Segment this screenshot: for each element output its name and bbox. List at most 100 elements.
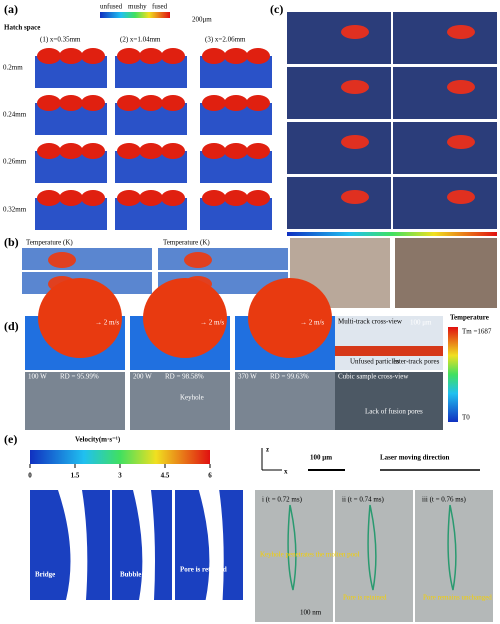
annotation: Unfused particles bbox=[350, 358, 399, 366]
tm-label: Tm =1687 bbox=[462, 328, 492, 336]
panel-label: (e) bbox=[4, 432, 17, 446]
melt-pool bbox=[38, 278, 122, 358]
melt-pool bbox=[224, 95, 248, 111]
tick-label: 4.5 bbox=[161, 472, 170, 480]
melt-pool bbox=[37, 48, 61, 64]
simulation-image bbox=[287, 12, 391, 64]
frame-label: i (t = 0.72 ms) bbox=[262, 496, 303, 504]
melt-pool bbox=[37, 190, 61, 206]
melt-pool bbox=[59, 143, 83, 159]
heat-zone bbox=[184, 252, 212, 268]
hatch-space: Hatch space bbox=[4, 24, 40, 32]
temperature-label: Temperature (K) bbox=[26, 239, 73, 247]
scale-bar: 100 μm bbox=[410, 319, 432, 327]
melt-pool bbox=[202, 143, 226, 159]
bridge: Bridge bbox=[35, 571, 55, 579]
micrograph bbox=[130, 372, 230, 430]
legend: unfused bbox=[100, 3, 123, 11]
annotation: Keyhole penetrates the molten pool bbox=[260, 551, 360, 559]
column-label: Forming powder layer 2 bbox=[415, 2, 483, 10]
melt-pool bbox=[117, 48, 141, 64]
melt-pool bbox=[447, 135, 475, 149]
micrograph bbox=[235, 372, 335, 430]
melt-pool bbox=[224, 143, 248, 159]
simulation-image bbox=[393, 177, 497, 229]
tick-label: 3 bbox=[118, 472, 122, 480]
keyhole bbox=[58, 490, 88, 600]
annotation: Inter-track pores bbox=[393, 358, 440, 366]
melt-pool bbox=[81, 48, 105, 64]
simulation-image bbox=[287, 177, 391, 229]
melt-pool bbox=[143, 278, 227, 358]
melt-pool bbox=[117, 190, 141, 206]
annotation: Pore is retained bbox=[343, 594, 387, 602]
power: 370 W bbox=[238, 373, 257, 381]
cubic: Cubic sample cross-view bbox=[338, 373, 409, 381]
melt-pool bbox=[447, 25, 475, 39]
column-label: (2) x=1.04mm bbox=[120, 36, 161, 44]
keyhole-outline bbox=[447, 504, 457, 591]
keyhole bbox=[198, 490, 224, 600]
xray-image bbox=[415, 490, 493, 622]
decor bbox=[22, 12, 497, 622]
speed: → 2 m/s bbox=[200, 319, 224, 327]
annotation: Pore remains unchanged bbox=[423, 594, 492, 602]
melt-pool bbox=[37, 143, 61, 159]
melt-pool bbox=[139, 48, 163, 64]
tick-label: 6 bbox=[208, 472, 212, 480]
tick-label: 0 bbox=[28, 472, 32, 480]
melt-pool bbox=[341, 190, 369, 204]
panel-label: (a) bbox=[4, 2, 18, 16]
multi-track: Multi-track cross-view bbox=[338, 318, 403, 326]
velocity-colorbar bbox=[30, 450, 210, 464]
density: RD = 98.58% bbox=[165, 373, 204, 381]
melt-pool bbox=[246, 95, 270, 111]
pore-retained: Pore is retained bbox=[180, 566, 227, 574]
melt-pool bbox=[202, 190, 226, 206]
frame-label: iii (t = 0.76 ms) bbox=[422, 496, 466, 504]
melt-pool bbox=[341, 25, 369, 39]
column-label: Forming powder layer 1 bbox=[310, 2, 378, 10]
melt-pool bbox=[117, 143, 141, 159]
direction: Laser moving direction bbox=[380, 454, 449, 462]
melt-pool bbox=[117, 95, 141, 111]
panel-label: (b) bbox=[4, 235, 19, 249]
temperature-title: Temperature bbox=[450, 314, 489, 322]
melt-pool bbox=[447, 80, 475, 94]
simulation-image bbox=[393, 12, 497, 64]
melt-pool bbox=[248, 278, 332, 358]
axis-z: z bbox=[266, 446, 269, 454]
annotation: Lack of fusion pores bbox=[365, 408, 423, 416]
simulation-image bbox=[287, 67, 391, 119]
temperature-bar bbox=[287, 232, 497, 236]
melt-pool bbox=[139, 190, 163, 206]
micrograph bbox=[25, 372, 125, 430]
legend: mushy bbox=[128, 3, 147, 11]
melt-pool bbox=[447, 190, 475, 204]
row-label: 0.24mm bbox=[3, 111, 27, 119]
power: 100 W bbox=[28, 373, 47, 381]
row-label: 0.26mm bbox=[3, 158, 27, 166]
substrate bbox=[30, 600, 243, 622]
keyhole bbox=[133, 490, 155, 600]
simulation-image bbox=[393, 67, 497, 119]
tick-label: 1.5 bbox=[71, 472, 80, 480]
xray-image bbox=[335, 490, 413, 622]
melt-pool bbox=[341, 135, 369, 149]
melt-pool bbox=[81, 143, 105, 159]
melt-pool bbox=[81, 190, 105, 206]
micrograph bbox=[395, 238, 497, 308]
panel-label: (c) bbox=[270, 2, 283, 16]
density: RD = 99.63% bbox=[270, 373, 309, 381]
melt-pool bbox=[202, 48, 226, 64]
cross-section bbox=[335, 346, 443, 356]
fusion-colorbar bbox=[100, 12, 170, 18]
melt-pool bbox=[161, 143, 185, 159]
melt-pool bbox=[81, 95, 105, 111]
melt-pool bbox=[37, 95, 61, 111]
melt-pool bbox=[161, 190, 185, 206]
melt-pool bbox=[139, 95, 163, 111]
melt-pool bbox=[161, 95, 185, 111]
temperature-colorbar bbox=[448, 327, 458, 422]
